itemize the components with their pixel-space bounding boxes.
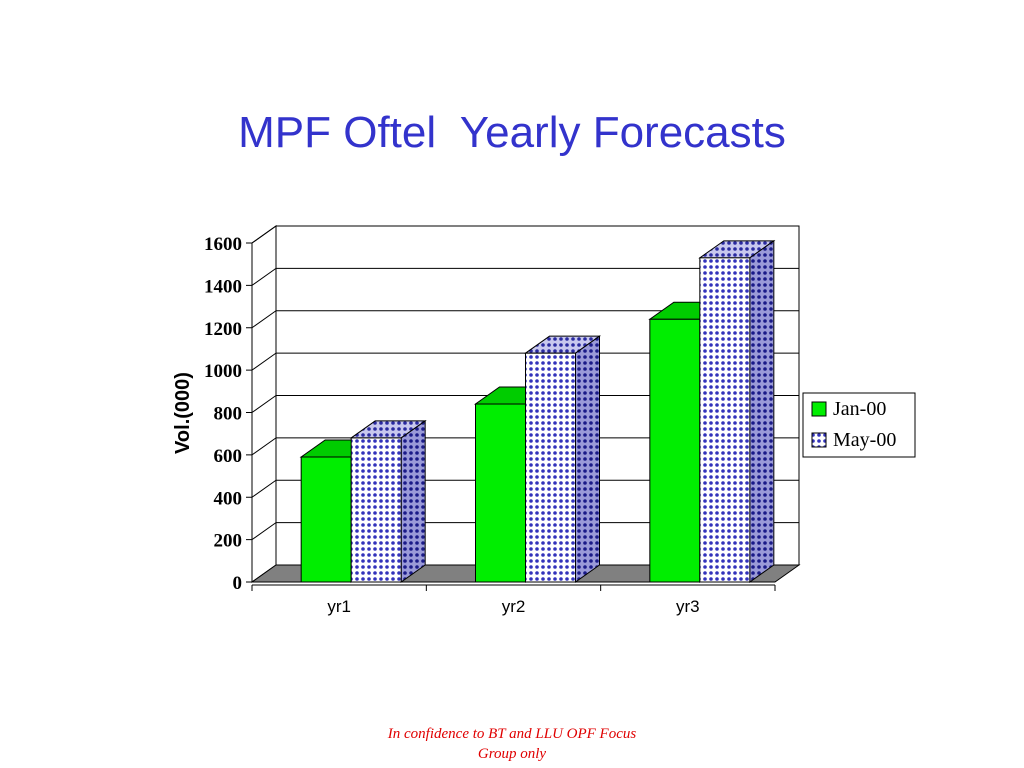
- grid-line-side: [251, 310, 277, 329]
- footer-line-1: In confidence to BT and LLU OPF Focus: [387, 726, 637, 742]
- grid-line-side: [251, 395, 277, 413]
- y-tick-label: 1600: [204, 234, 242, 255]
- grid-line-side: [251, 437, 277, 456]
- legend-swatch-jan: [811, 401, 827, 417]
- y-tick-label: 600: [214, 446, 243, 467]
- bar-jan-00-yr3: [649, 318, 701, 583]
- y-tick-label: 1000: [204, 361, 242, 382]
- grid-line-side: [251, 352, 277, 371]
- bar-side: [575, 335, 600, 583]
- y-tick-label: 800: [214, 404, 243, 425]
- bar-jan-00-yr2: [475, 403, 526, 583]
- bar-side: [400, 419, 426, 583]
- bar-may-00-yr1: [350, 437, 402, 583]
- grid-line-side: [251, 522, 277, 541]
- legend-swatch-may: [811, 432, 827, 448]
- grid-line-side: [251, 225, 277, 244]
- bar-side: [749, 239, 775, 583]
- footer-note: In confidence to BT and LLU OPF Focus Gr…: [312, 724, 712, 764]
- y-tick-label: 200: [214, 531, 243, 552]
- grid-line-side: [251, 479, 277, 498]
- slide-title: MPF Oftel Yearly Forecasts: [238, 108, 786, 157]
- y-tick-label: 0: [233, 573, 243, 594]
- bar-jan-00-yr1: [300, 456, 352, 583]
- y-tick-label: 1200: [204, 319, 242, 340]
- x-tick-label: yr3: [676, 597, 700, 616]
- legend-label: May-00: [833, 429, 896, 451]
- grid-line-side: [251, 267, 277, 286]
- y-tick-label: 1400: [204, 276, 242, 297]
- x-tick-label: yr2: [502, 597, 526, 616]
- y-axis-label: Vol.(000): [172, 372, 194, 454]
- x-tick-label: yr1: [327, 597, 351, 616]
- bar-may-00-yr2: [525, 352, 576, 583]
- y-tick-label: 400: [214, 488, 243, 509]
- bar-may-00-yr3: [699, 257, 751, 583]
- legend-label: Jan-00: [833, 398, 886, 420]
- footer-line-2: Group only: [477, 746, 547, 762]
